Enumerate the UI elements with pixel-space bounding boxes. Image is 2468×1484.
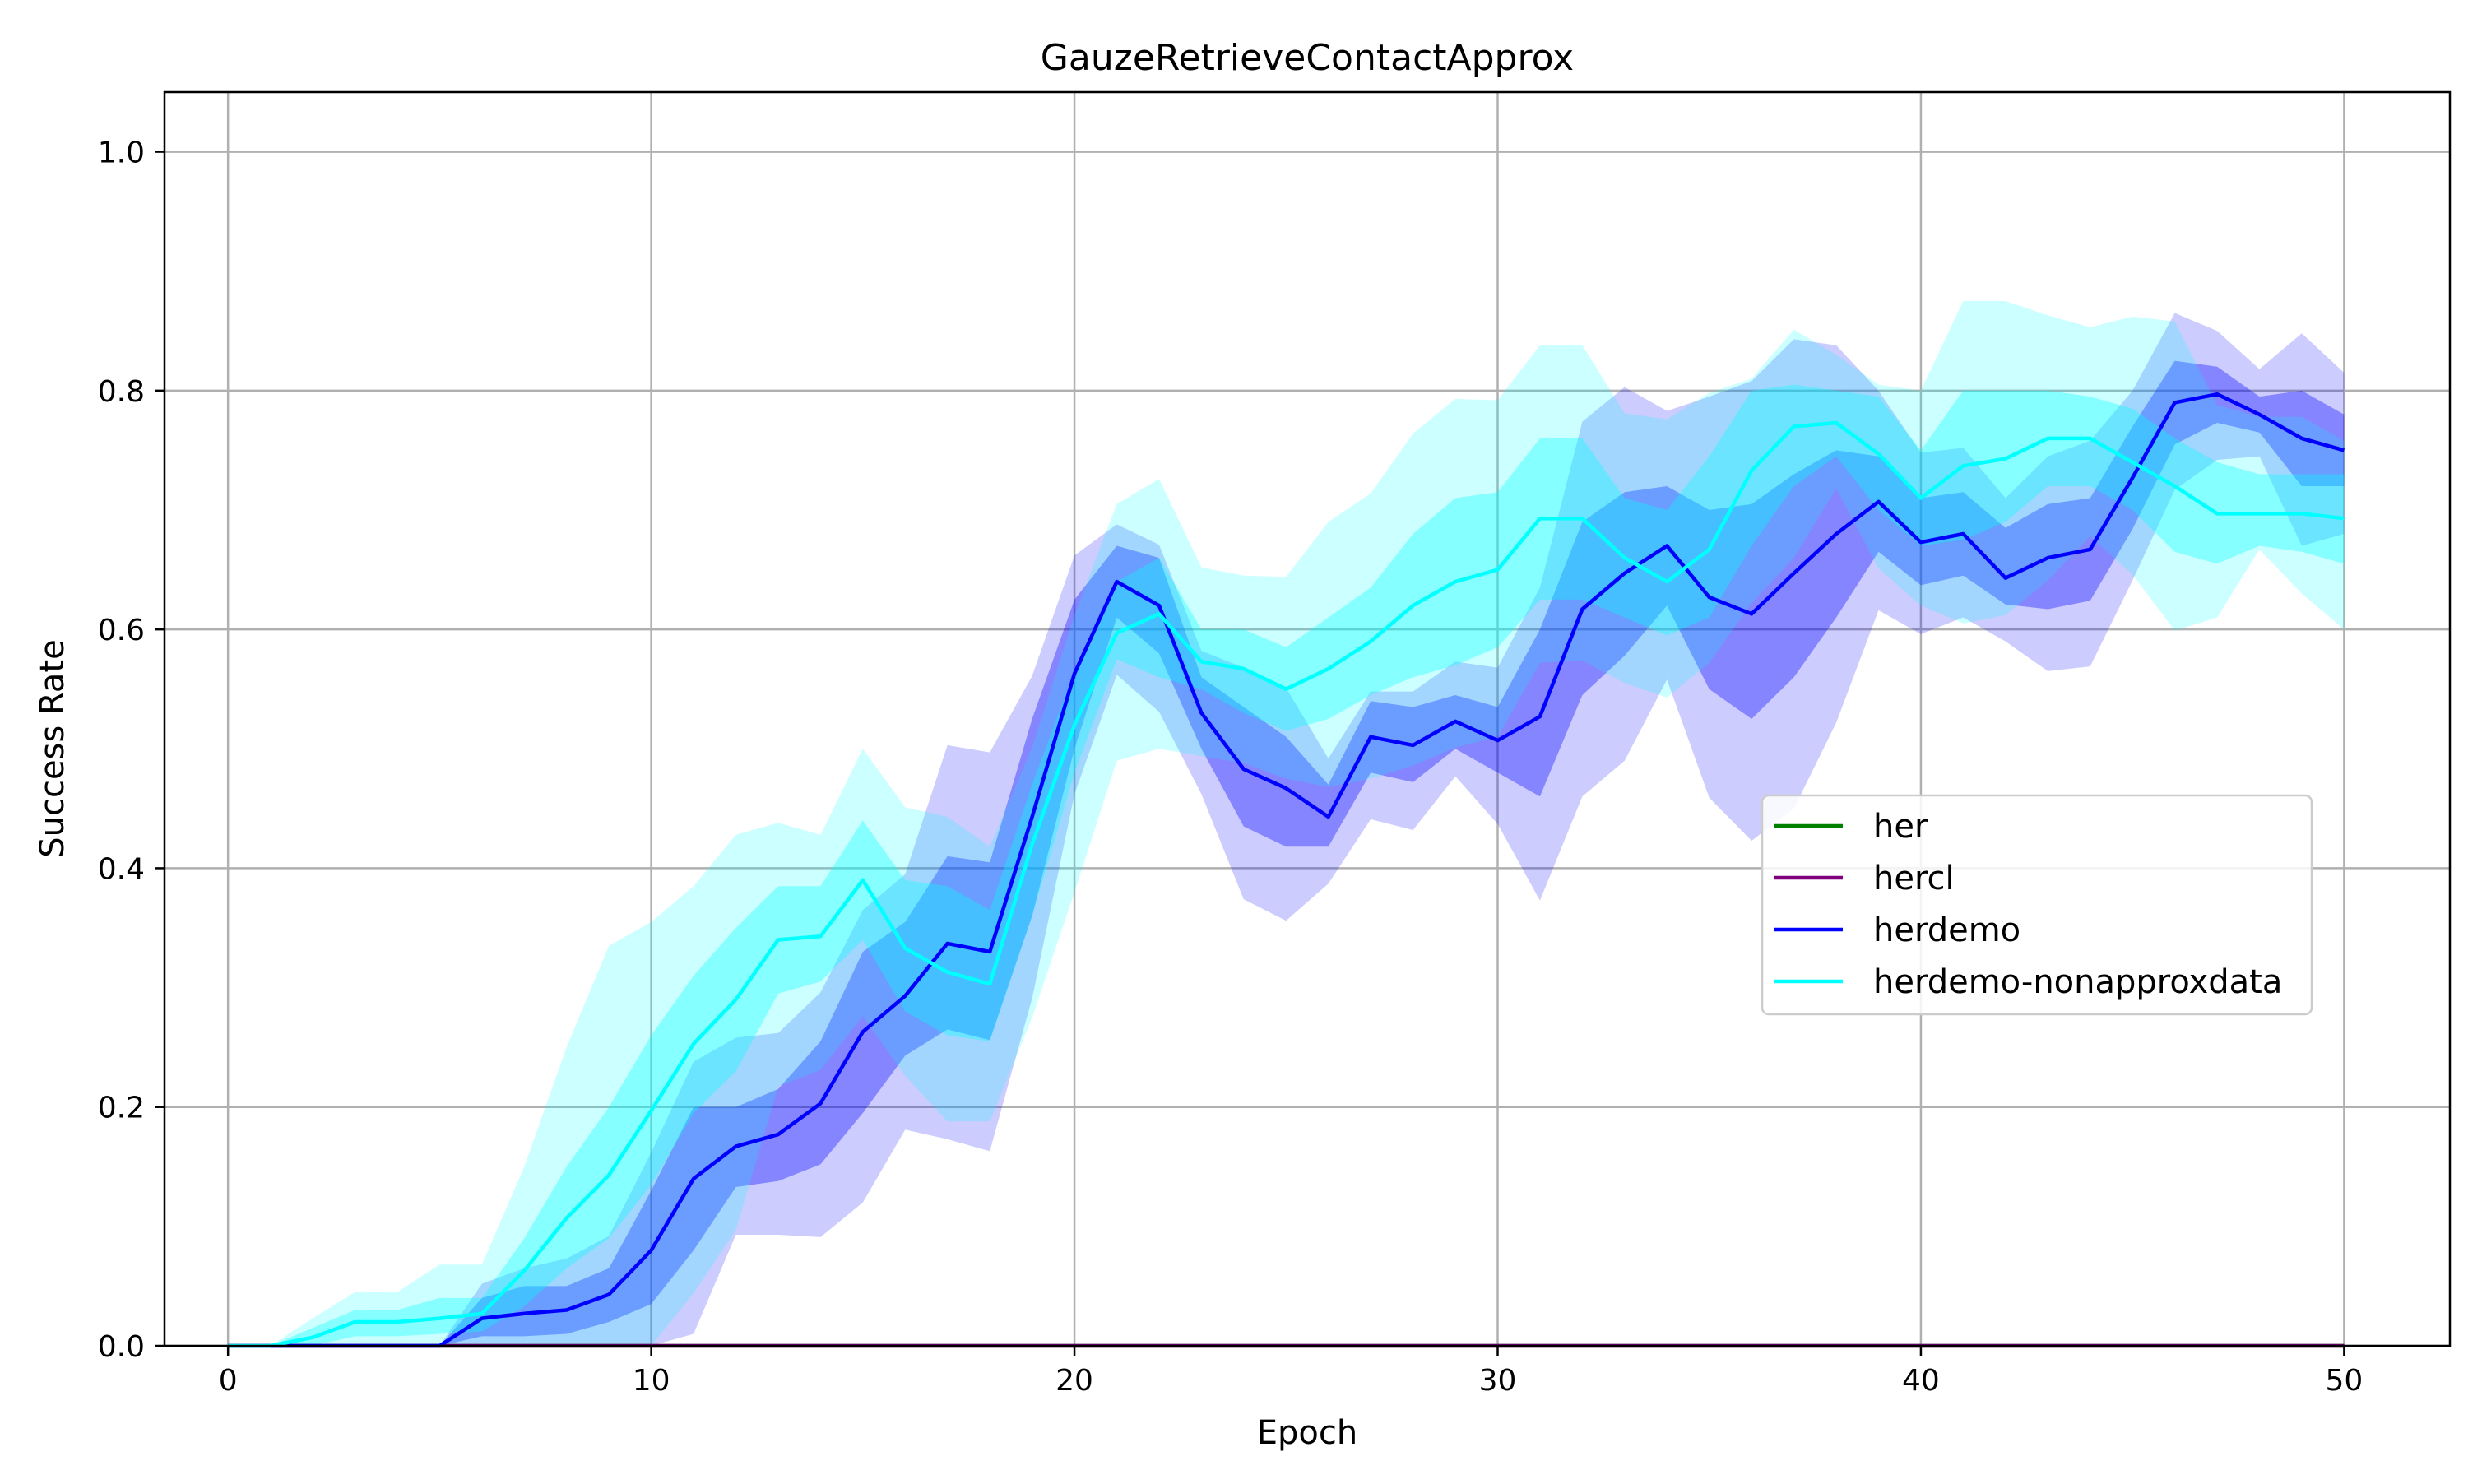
axis-ticks: 0 10 20 30 40 50 0.0 0.2 0.4 0.6 0.8 1.0 — [98, 137, 2364, 1398]
legend-label-herdemo: herdemo — [1873, 911, 2020, 949]
y-tick-label: 0.4 — [98, 852, 145, 886]
x-tick-label: 30 — [1479, 1364, 1517, 1398]
x-tick-label: 0 — [219, 1364, 238, 1398]
y-tick-label: 0.0 — [98, 1330, 145, 1364]
herdemo-line — [228, 392, 2345, 1348]
herdemo-outer-band — [228, 313, 2345, 1346]
x-tick-label: 20 — [1055, 1364, 1093, 1398]
y-axis-label: Success Rate — [34, 639, 72, 857]
legend-label-herdemo-nonapproxdata: herdemo-nonapproxdata — [1873, 963, 2282, 1001]
x-tick-label: 50 — [2325, 1364, 2363, 1398]
legend-label-her: her — [1873, 808, 1928, 846]
y-tick-label: 0.8 — [98, 375, 145, 409]
x-axis-label: Epoch — [1257, 1414, 1357, 1452]
herdemo-nonapproxdata-line — [228, 420, 2345, 1348]
y-tick-label: 1.0 — [98, 137, 145, 170]
x-tick-label: 40 — [1902, 1364, 1940, 1398]
y-tick-label: 0.2 — [98, 1092, 145, 1125]
plot-frame — [163, 90, 2452, 1347]
y-tick-label: 0.6 — [98, 614, 145, 647]
x-tick-label: 10 — [633, 1364, 670, 1398]
herdemo-inner-band — [228, 360, 2345, 1347]
herdemo-nonapproxdata-outer-band — [228, 301, 2345, 1346]
chart-title: GauzeRetrieveContactApprox — [1041, 37, 1574, 79]
legend-label-hercl: hercl — [1873, 860, 1955, 897]
legend: her hercl herdemo herdemo-nonapproxdata — [1761, 794, 2313, 1016]
legend-box — [1761, 794, 2313, 1016]
